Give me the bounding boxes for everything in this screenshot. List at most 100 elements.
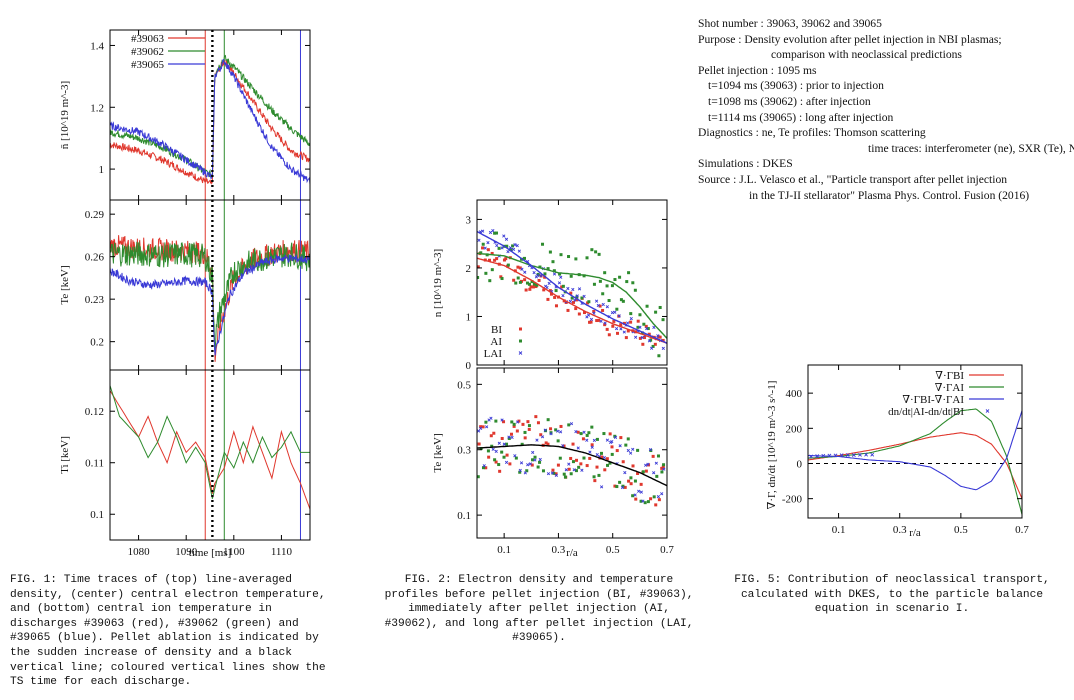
lai-te-point [556, 429, 560, 433]
fig5-ylabel: ∇·Γ, dn/dt [10^19 m^-3 s^-1] [766, 381, 778, 510]
lai-te-point [572, 468, 576, 472]
pellet-injection: Pellet injection : 1095 ms [698, 63, 817, 77]
y-tick-label: 0.12 [85, 406, 104, 418]
ai-point [598, 279, 602, 283]
green-te-point [590, 425, 594, 429]
y-tick-label: 0 [466, 360, 472, 372]
lai-te-point [626, 448, 630, 453]
red-te-point [536, 421, 540, 425]
ai-point [541, 242, 545, 246]
legend-label: ∇·ΓBI-∇·ΓAI [902, 394, 964, 406]
bi-point [595, 319, 599, 323]
ai-point [590, 248, 594, 252]
time-prior: t=1094 ms (39063) : prior to injection [708, 79, 884, 93]
ai-point [629, 312, 633, 316]
green-te-point [486, 449, 490, 453]
red-te-point [477, 442, 481, 446]
y-tick-label: 2 [466, 263, 472, 275]
y-tick-label: 1 [466, 311, 472, 323]
red-te-point [549, 427, 553, 431]
y-tick-label: 400 [786, 388, 803, 400]
ai-point [607, 299, 611, 303]
green-te-point [579, 432, 583, 436]
y-tick-label: -200 [782, 494, 803, 506]
lai-point [594, 299, 599, 303]
bi-point [488, 258, 492, 262]
green-te-point [494, 419, 498, 423]
green-te-point [523, 430, 527, 434]
lai-te-point [633, 493, 637, 497]
green-te-point [546, 418, 550, 422]
lai-te-point [515, 420, 520, 424]
lai-te-point [526, 463, 530, 467]
fig1-top-ylabel: n̄ [10^19 m^-3] [59, 81, 71, 149]
lai-te-point [648, 447, 653, 452]
bi-point [553, 295, 557, 299]
lai-point [506, 249, 510, 254]
time-long-after: t=1114 ms (39065) : long after injection [708, 110, 894, 124]
dndt-point [821, 453, 826, 458]
ai-point [661, 318, 665, 322]
bi-point [542, 288, 546, 292]
bi-point [622, 321, 626, 325]
red-te-point [498, 469, 502, 473]
green-te-point [536, 465, 540, 469]
fig2-bottom-ylabel: Te [keV] [432, 433, 444, 472]
red-te-point [492, 431, 496, 435]
green-te-point [629, 476, 633, 480]
green-te-point [587, 431, 591, 435]
lai-te-point [518, 468, 522, 472]
y-tick-label: 0 [797, 458, 803, 470]
red-te-point [546, 442, 550, 446]
legend-label: #39063 [131, 33, 165, 45]
red-te-point [562, 444, 566, 448]
lai-te-point [660, 492, 664, 496]
bi-point [647, 332, 651, 336]
fig1-caption: FIG. 1: Time traces of (top) line-averag… [10, 574, 326, 689]
legend-label: #39062 [131, 46, 164, 58]
bi-point [549, 292, 553, 296]
fig5-caption: FIG. 5: Contribution of neoclassical tra… [734, 574, 1050, 616]
fig1-xlabel: time [ms] [189, 547, 231, 559]
fig2-top-ylabel: n [10^19 m^-3] [432, 249, 444, 317]
legend-label: dn/dt|AI-dn/dt|BI [888, 406, 964, 418]
bi-point [577, 312, 581, 316]
green-te-point [643, 501, 647, 505]
lai-point [559, 275, 563, 279]
red-flux-curve [808, 432, 1022, 499]
ai-point [621, 299, 625, 303]
red-te-point [521, 422, 525, 426]
bi-point [612, 319, 616, 323]
red-te-point [527, 427, 531, 431]
bi-point [574, 307, 578, 311]
lai-point [557, 281, 562, 285]
green-te-point [541, 469, 545, 473]
legend-label: BI [491, 324, 502, 336]
dndt-point [833, 453, 838, 458]
x-tick-label: 1100 [223, 546, 245, 558]
diagnostics-line-1: Diagnostics : ne, Te profiles: Thomson s… [698, 126, 926, 140]
bi-point [611, 324, 615, 328]
green-te-point [520, 442, 524, 446]
green-te-point [618, 480, 622, 484]
green-te-point [571, 460, 575, 464]
green-te-point [505, 442, 509, 446]
green-te-point [562, 472, 566, 476]
lai-point [582, 294, 586, 299]
ai-point [642, 322, 646, 326]
bi-point [575, 298, 579, 302]
lai-point [603, 321, 607, 325]
red-te-point [515, 429, 519, 433]
lai-te-point [504, 460, 509, 464]
ai-point [645, 304, 649, 308]
lai-te-point [652, 471, 656, 475]
lai-point [634, 335, 638, 339]
lai-te-point [628, 451, 633, 455]
shot-number: Shot number : 39063, 39062 and 39065 [698, 17, 882, 30]
bi-point [516, 265, 520, 269]
bi-point [543, 275, 547, 279]
red-te-point [530, 463, 534, 467]
ai-point [592, 282, 596, 286]
ai-point [625, 280, 629, 284]
lai-point [601, 302, 605, 307]
